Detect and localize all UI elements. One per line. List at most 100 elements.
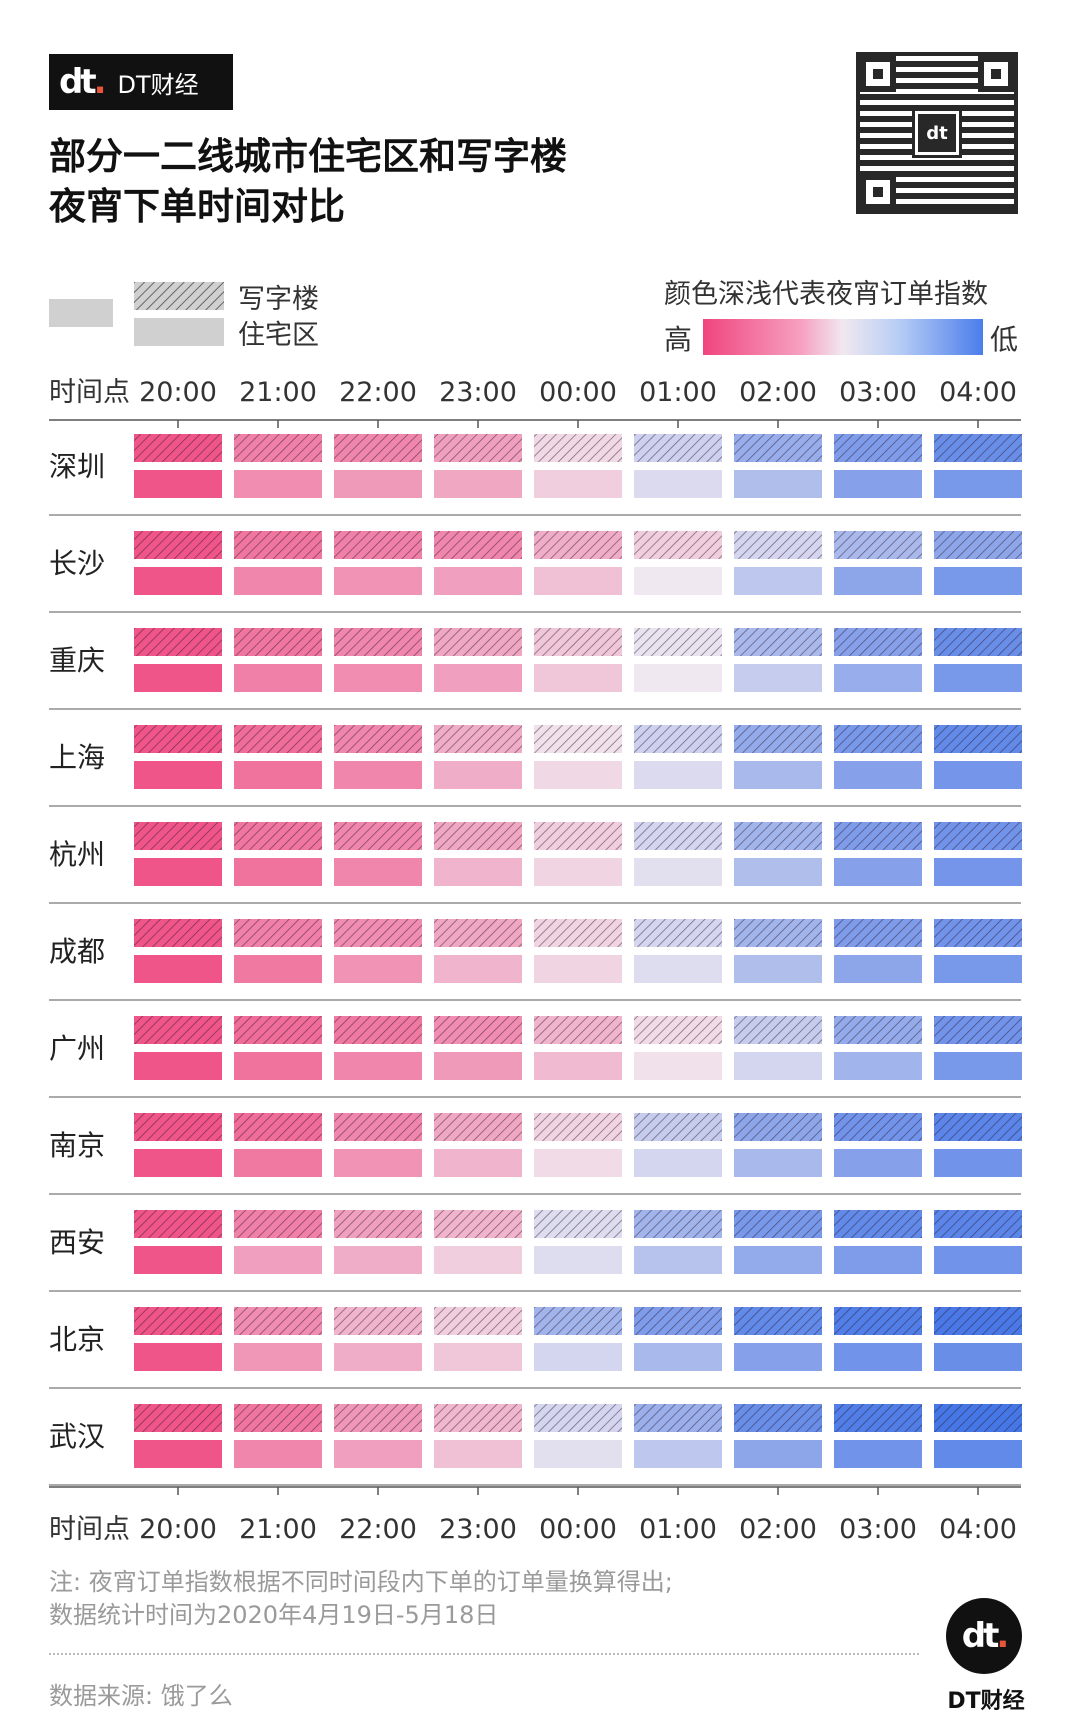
tick-label-bottom: 03:00: [839, 1514, 917, 1545]
hatch-overlay: [334, 1210, 422, 1238]
heat-cell-residential: [534, 858, 622, 886]
heat-cell-residential: [334, 1343, 422, 1371]
hatch-overlay: [234, 919, 322, 947]
heat-cell-residential: [134, 470, 222, 498]
heat-cell-residential: [134, 1440, 222, 1468]
heat-cell-residential: [134, 858, 222, 886]
hatch-overlay: [934, 822, 1022, 850]
heat-cell-residential: [234, 1440, 322, 1468]
hatch-overlay: [134, 1113, 222, 1141]
title-line-2: 夜宵下单时间对比: [49, 185, 345, 228]
hatch-overlay: [834, 531, 922, 559]
heat-cell-residential: [234, 470, 322, 498]
hatch-overlay: [634, 725, 722, 753]
heat-cell-residential: [234, 955, 322, 983]
heat-cell-residential: [534, 761, 622, 789]
city-label: 杭州: [49, 838, 105, 871]
legend-office-label: 写字楼: [238, 284, 319, 315]
tick-label-top: 03:00: [839, 377, 917, 408]
city-label: 重庆: [49, 644, 105, 677]
hatch-overlay: [734, 919, 822, 947]
heat-cell-residential: [134, 1343, 222, 1371]
tick-label-bottom: 20:00: [139, 1514, 217, 1545]
hatch-overlay: [334, 822, 422, 850]
footnote-line-2: 数据统计时间为2020年4月19日-5月18日: [49, 1601, 499, 1629]
hatch-overlay: [934, 1404, 1022, 1432]
hatch-overlay: [134, 1210, 222, 1238]
badge-label: DT财经: [947, 1689, 1025, 1714]
hatch-overlay: [334, 919, 422, 947]
hatch-overlay: [834, 1210, 922, 1238]
heat-cell-residential: [634, 1246, 722, 1274]
tick-label-top: 00:00: [539, 377, 617, 408]
hatch-overlay: [734, 822, 822, 850]
hatch-overlay: [334, 434, 422, 462]
heat-cell-residential: [234, 858, 322, 886]
tick-label-top: 04:00: [939, 377, 1017, 408]
hatch-overlay: [934, 919, 1022, 947]
heat-cell-residential: [134, 1246, 222, 1274]
heat-cell-residential: [234, 761, 322, 789]
heat-cell-residential: [934, 858, 1022, 886]
heat-cell-residential: [534, 567, 622, 595]
heat-cell-residential: [134, 955, 222, 983]
heat-cell-residential: [334, 664, 422, 692]
brand-badge: dt. DT财经: [49, 54, 233, 110]
heat-cell-residential: [334, 761, 422, 789]
heat-cell-residential: [334, 470, 422, 498]
hatch-overlay: [934, 725, 1022, 753]
heat-cell-residential: [534, 470, 622, 498]
heat-cell-residential: [934, 1343, 1022, 1371]
scale-high-label: 高: [664, 323, 693, 356]
hatch-overlay: [234, 1113, 322, 1141]
heat-cell-residential: [934, 470, 1022, 498]
tick-label-bottom: 00:00: [539, 1514, 617, 1545]
city-label: 上海: [49, 741, 105, 774]
heat-cell-residential: [134, 761, 222, 789]
hatch-overlay: [234, 822, 322, 850]
qr-code: dt: [856, 52, 1018, 214]
heat-cell-residential: [734, 761, 822, 789]
heat-cell-residential: [634, 1440, 722, 1468]
hatch-overlay: [834, 1404, 922, 1432]
hatch-overlay: [334, 1307, 422, 1335]
hatch-overlay: [334, 1016, 422, 1044]
heat-cell-residential: [934, 1149, 1022, 1177]
heat-cell-residential: [434, 567, 522, 595]
hatch-overlay: [834, 725, 922, 753]
heat-cell-residential: [734, 1052, 822, 1080]
tick-label-bottom: 02:00: [739, 1514, 817, 1545]
hatch-overlay: [734, 1113, 822, 1141]
hatch-overlay: [234, 1016, 322, 1044]
heat-cell-residential: [334, 858, 422, 886]
heat-cell-residential: [434, 761, 522, 789]
heat-cell-residential: [734, 567, 822, 595]
hatch-overlay: [434, 1016, 522, 1044]
footnote-line-1: 注: 夜宵订单指数根据不同时间段内下单的订单量换算得出;: [49, 1568, 673, 1596]
tick-label-top: 23:00: [439, 377, 517, 408]
heat-cell-residential: [434, 664, 522, 692]
hatch-overlay: [934, 1307, 1022, 1335]
heat-cell-residential: [534, 955, 622, 983]
heat-cell-residential: [934, 664, 1022, 692]
heat-cell-residential: [934, 567, 1022, 595]
heat-cell-residential: [334, 1246, 422, 1274]
heat-cell-residential: [234, 664, 322, 692]
heat-cell-residential: [634, 955, 722, 983]
hatch-overlay: [134, 628, 222, 656]
hatch-overlay: [534, 919, 622, 947]
hatch-overlay: [634, 1016, 722, 1044]
tick-label-bottom: 21:00: [239, 1514, 317, 1545]
tick-label-top: 21:00: [239, 377, 317, 408]
hatch-overlay: [734, 1404, 822, 1432]
heat-cell-residential: [934, 761, 1022, 789]
heat-cell-residential: [634, 664, 722, 692]
scale-title: 颜色深浅代表夜宵订单指数: [664, 279, 988, 310]
hatch-overlay: [234, 1404, 322, 1432]
heat-cell-residential: [634, 761, 722, 789]
hatch-overlay: [634, 1404, 722, 1432]
heat-cell-residential: [234, 1149, 322, 1177]
hatch-overlay: [334, 531, 422, 559]
hatch-overlay: [534, 1016, 622, 1044]
hatch-overlay: [834, 1113, 922, 1141]
